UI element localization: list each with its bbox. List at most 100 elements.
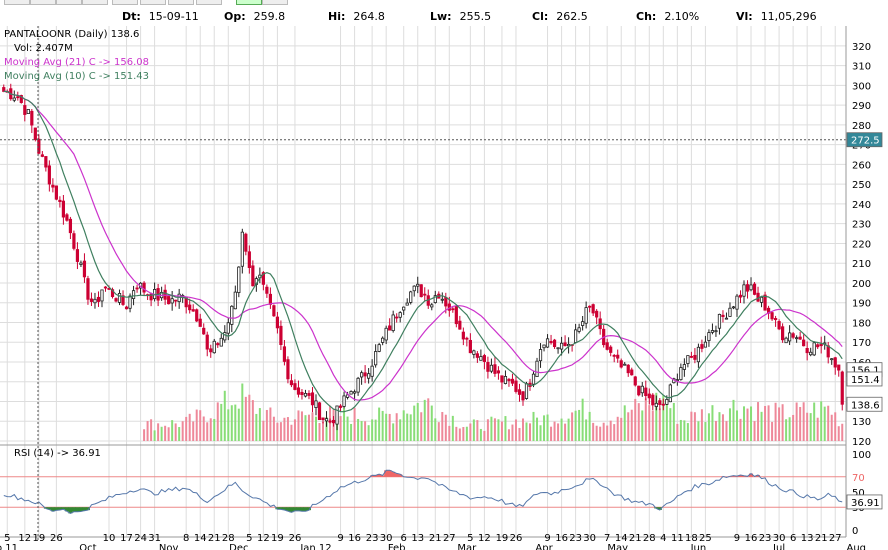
volume-bar [234, 404, 237, 441]
candle-body [609, 346, 613, 353]
price-tick-label: 240 [852, 200, 871, 211]
candle-body [423, 293, 427, 296]
volume-bar [707, 413, 710, 441]
toolbar-tab[interactable] [262, 0, 288, 5]
candle-body [272, 305, 276, 317]
volume-bar [655, 392, 658, 441]
volume-bar [455, 426, 458, 441]
candle-body [465, 337, 469, 340]
candle-body [679, 367, 683, 381]
candle-body [405, 302, 409, 306]
volume-bar [339, 416, 342, 441]
toolbar-tab[interactable] [236, 0, 262, 5]
candle-body [12, 97, 16, 101]
candle-body [574, 329, 578, 343]
x-tick-label: 14 [615, 533, 628, 544]
x-month-label: May [607, 543, 628, 550]
candle-body [307, 393, 311, 396]
candle-body [738, 294, 743, 298]
candle-body [689, 355, 693, 358]
ma10-label: Moving Avg (10) C -> 151.43 [4, 71, 149, 82]
candle-body [451, 308, 455, 311]
candle-body [802, 339, 806, 347]
volume-bar [483, 430, 486, 441]
toolbar-tab[interactable] [140, 0, 166, 5]
volume-bar [178, 427, 181, 441]
candle-body [419, 284, 423, 298]
volume-bar [735, 410, 738, 441]
legend: PANTALOONR (Daily) 138.6 Vol: 2.407M Mov… [4, 29, 149, 459]
x-tick-label: 5 [246, 533, 252, 544]
candle-body [216, 343, 220, 346]
candle-body [219, 337, 223, 347]
volume-bar [430, 405, 433, 441]
volume-bar [265, 409, 268, 441]
price-tick-label: 130 [852, 417, 871, 428]
candle-body [202, 327, 206, 335]
volume-bar [283, 417, 286, 441]
candle-body [314, 400, 318, 408]
volume-bar [676, 423, 679, 441]
x-tick-label: 19 [271, 533, 284, 544]
volume-bar [290, 424, 293, 441]
toolbar-tab[interactable] [4, 0, 30, 5]
volume-bar [841, 423, 844, 441]
x-tick-label: 12 [257, 533, 270, 544]
candle-body [517, 389, 522, 395]
candle-body [300, 391, 304, 396]
volume-bar [788, 417, 791, 441]
candle-body [170, 298, 174, 304]
candle-body [770, 312, 774, 320]
candle-body [559, 342, 564, 350]
toolbar-tab[interactable] [56, 0, 82, 5]
volume-bar [599, 426, 602, 441]
candle-body [103, 286, 108, 289]
volume-bar [760, 411, 763, 441]
toolbar-tab[interactable] [30, 0, 56, 5]
candle-body [840, 371, 844, 405]
candle-body [503, 376, 508, 384]
candle-body [816, 344, 820, 348]
candle-body [700, 344, 704, 349]
candle-body [595, 310, 599, 318]
candle-body [352, 391, 357, 394]
candle-body [110, 289, 115, 297]
candle-body [668, 384, 672, 403]
candle-body [68, 218, 73, 234]
candle-body [174, 299, 178, 302]
volume-bar [409, 414, 412, 441]
candle-body [773, 318, 778, 321]
candle-body [44, 156, 48, 168]
candle-body [2, 87, 6, 92]
price-tag [846, 132, 883, 148]
volume-bar [437, 422, 440, 441]
candle-body [226, 322, 230, 334]
volume-bar [192, 421, 195, 441]
candle-body [623, 363, 627, 366]
price-tick-label: 120 [852, 437, 871, 448]
toolbar-tab[interactable] [112, 0, 138, 5]
volume-bar [181, 421, 184, 441]
toolbar-tab[interactable] [168, 0, 194, 5]
candle-body [640, 385, 644, 394]
rsi-panel [0, 444, 846, 514]
candle-body [538, 349, 543, 362]
candle-body [54, 185, 58, 200]
x-month-label: Jan 12 [299, 543, 331, 550]
close-field: Cl: 262.5 [532, 10, 588, 23]
volume-bar [399, 419, 402, 441]
volume-bar [276, 422, 279, 441]
volume-bar [592, 422, 595, 441]
candle-body [507, 378, 511, 382]
candle-body [86, 278, 90, 300]
volume-bar [185, 416, 188, 441]
volume-bar [732, 399, 735, 441]
toolbar-tab[interactable] [196, 0, 222, 5]
x-tick-label: 30 [380, 533, 393, 544]
candle-body [630, 369, 634, 376]
volume-bar [546, 414, 549, 441]
toolbar-tab[interactable] [82, 0, 108, 5]
candle-body [324, 418, 329, 422]
